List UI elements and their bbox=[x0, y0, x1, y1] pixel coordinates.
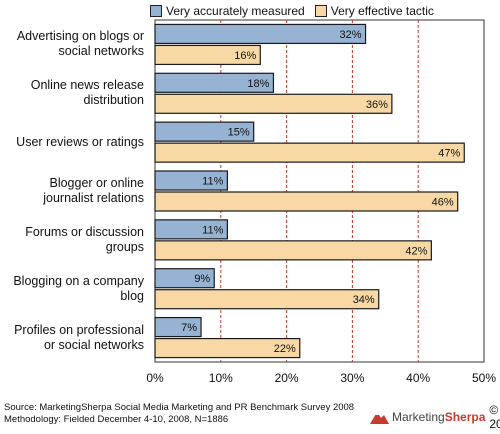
category-label: Forums or discussion groups bbox=[4, 225, 144, 255]
brand-word-sherpa: Sherpa bbox=[444, 410, 486, 424]
brand-word-marketing: Marketing bbox=[392, 410, 445, 424]
footer: Source: MarketingSherpa Social Media Mar… bbox=[4, 402, 354, 426]
category-label-line: Online news release bbox=[30, 78, 144, 93]
x-tick-label: 20% bbox=[275, 371, 299, 385]
legend-swatch-effective bbox=[314, 5, 327, 17]
bar-effective bbox=[154, 240, 432, 261]
data-label-effective: 22% bbox=[274, 343, 296, 355]
bar-measured bbox=[154, 268, 215, 289]
x-tick-label: 30% bbox=[340, 371, 364, 385]
data-label-measured: 7% bbox=[181, 322, 197, 334]
category-label-line: journalist relations bbox=[43, 191, 144, 205]
bar-measured bbox=[154, 121, 255, 142]
legend-swatch-measured bbox=[150, 5, 162, 17]
legend: Very accurately measured Very effective … bbox=[150, 4, 444, 18]
sherpa-mountain-icon bbox=[368, 406, 390, 428]
data-label-measured: 11% bbox=[202, 176, 223, 188]
category-label-line: User reviews or ratings bbox=[16, 134, 144, 149]
x-tick-label: 40% bbox=[406, 371, 430, 385]
category-label: Blogger or online journalist relations bbox=[4, 176, 144, 206]
bar-effective bbox=[154, 142, 465, 163]
category-label-line: distribution bbox=[83, 93, 144, 108]
category-label: Online news release distribution bbox=[4, 78, 144, 108]
category-label-line: blog bbox=[120, 288, 144, 303]
category-label: Advertising on blogs or social networks bbox=[4, 29, 144, 59]
bar-measured bbox=[154, 72, 275, 93]
x-tick-label: 10% bbox=[209, 371, 233, 385]
source-note: Source: MarketingSherpa Social Media Mar… bbox=[4, 402, 355, 413]
category-label-line: Forums or discussion bbox=[25, 224, 144, 239]
bar-effective bbox=[154, 44, 261, 66]
data-label-measured: 11% bbox=[202, 224, 223, 236]
data-label-effective: 42% bbox=[405, 245, 427, 257]
bar-effective bbox=[154, 93, 393, 114]
category-label-line: Profiles on professional bbox=[14, 322, 144, 337]
bar-effective bbox=[154, 289, 380, 310]
category-label-line: or social networks bbox=[43, 337, 144, 352]
data-label-effective: 46% bbox=[432, 197, 454, 209]
legend-item-measured: Very accurately measured bbox=[150, 4, 305, 18]
bar-effective bbox=[154, 191, 459, 212]
data-label-measured: 32% bbox=[340, 29, 362, 41]
data-label-measured: 15% bbox=[228, 127, 250, 139]
category-label: Profiles on professional or social networ… bbox=[4, 323, 144, 353]
category-label-line: Blogging on a company bbox=[13, 273, 144, 288]
bar-measured bbox=[154, 219, 228, 240]
category-label: Blogging on a company blog bbox=[4, 274, 144, 304]
bar-measured bbox=[154, 170, 228, 191]
data-label-effective: 36% bbox=[366, 99, 388, 111]
data-label-effective: 47% bbox=[438, 148, 460, 160]
category-label-line: groups bbox=[105, 239, 144, 254]
brand-copyright: © 2009 bbox=[489, 403, 500, 431]
data-label-effective: 34% bbox=[353, 294, 375, 306]
x-tick-label: 50% bbox=[472, 371, 496, 385]
data-label-effective: 16% bbox=[234, 50, 256, 62]
category-label: User reviews or ratings bbox=[4, 135, 144, 150]
legend-label-measured: Very accurately measured bbox=[166, 4, 305, 18]
brand-logo: Marketing Sherpa © 2009 bbox=[368, 403, 500, 431]
methodology-note: Methodology: Fielded December 4-10, 2008… bbox=[4, 414, 229, 425]
plot-area bbox=[154, 19, 485, 363]
category-label-line: social networks bbox=[58, 44, 144, 59]
legend-label-effective: Very effective tactic bbox=[330, 4, 434, 18]
bar-effective bbox=[154, 337, 301, 359]
data-label-measured: 9% bbox=[194, 273, 210, 285]
x-tick-label: 0% bbox=[146, 371, 164, 385]
bar-measured bbox=[154, 316, 202, 338]
category-label-line: Advertising on blogs or bbox=[16, 29, 144, 44]
legend-item-effective: Very effective tactic bbox=[314, 4, 434, 18]
data-label-measured: 18% bbox=[247, 78, 269, 90]
bar-measured bbox=[154, 23, 367, 45]
category-label-line: Blogger or online bbox=[49, 176, 144, 190]
